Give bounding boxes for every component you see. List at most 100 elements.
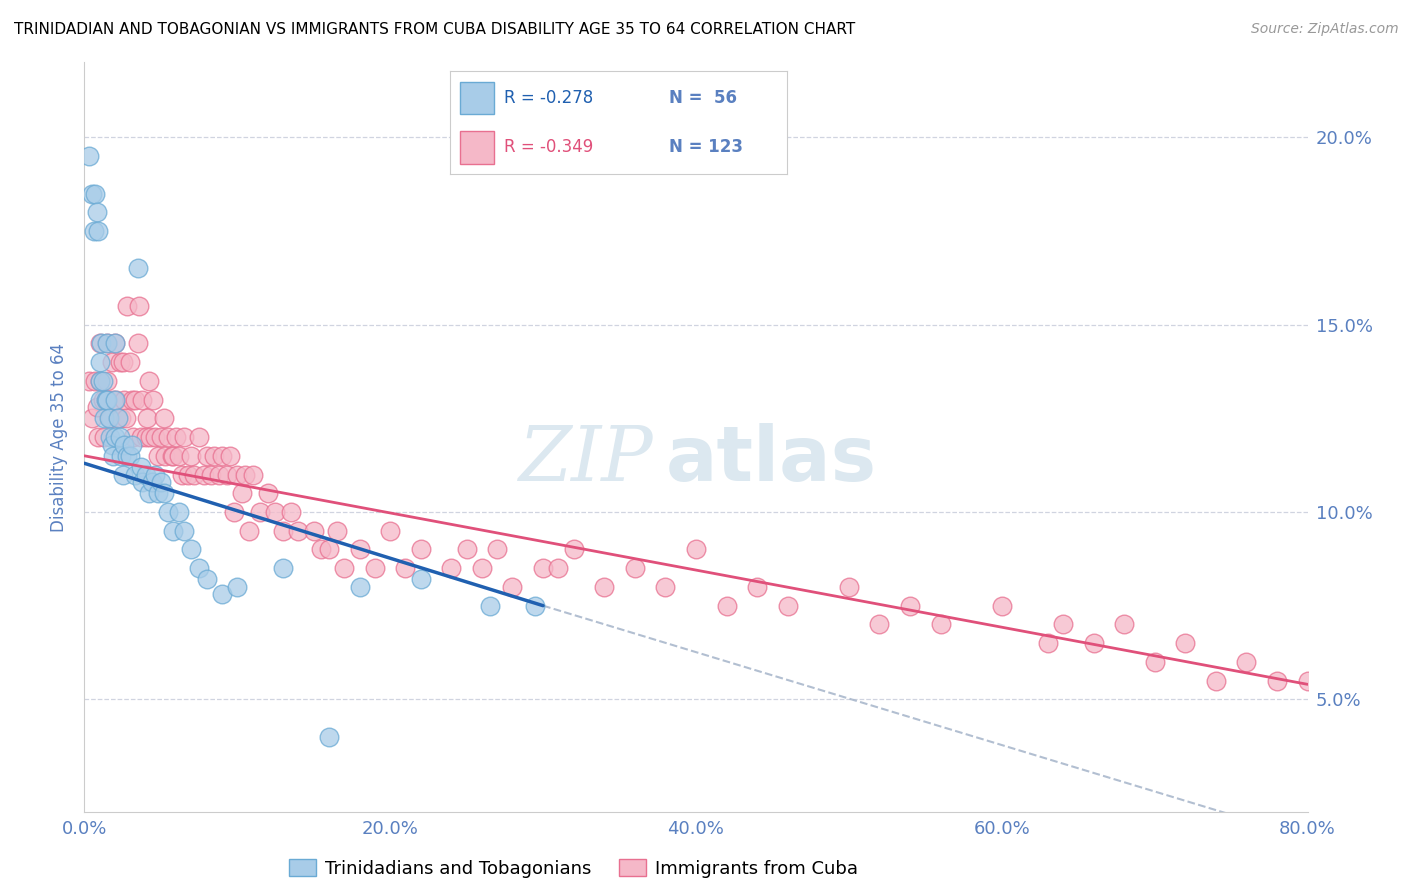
Point <box>157 430 180 444</box>
Point <box>129 460 152 475</box>
Point <box>138 486 160 500</box>
Point <box>135 467 157 482</box>
Point <box>103 392 125 407</box>
Text: N = 123: N = 123 <box>669 138 744 156</box>
Point <box>1327 692 1350 706</box>
Point <box>142 392 165 407</box>
Point <box>107 411 129 425</box>
Point <box>231 486 253 500</box>
Point <box>188 430 211 444</box>
Point <box>776 599 799 613</box>
Point <box>195 449 218 463</box>
Point <box>115 449 138 463</box>
Point <box>129 430 152 444</box>
Point <box>380 524 402 538</box>
Point <box>200 467 222 482</box>
Point <box>440 561 463 575</box>
Point <box>624 561 647 575</box>
Point <box>96 336 118 351</box>
Point <box>1083 636 1105 650</box>
Point <box>364 561 387 575</box>
Point <box>104 336 127 351</box>
Point <box>87 430 110 444</box>
Point <box>97 411 120 425</box>
Point <box>929 617 952 632</box>
Point <box>80 411 103 425</box>
Point <box>146 486 169 500</box>
Point <box>593 580 616 594</box>
Bar <box>460 81 494 114</box>
Point <box>193 467 215 482</box>
Point <box>211 587 233 601</box>
Point <box>208 467 231 482</box>
Point <box>409 573 432 587</box>
Point <box>114 411 136 425</box>
Point <box>105 392 128 407</box>
Point <box>110 449 132 463</box>
Point <box>153 411 176 425</box>
Point <box>87 224 110 238</box>
Point <box>531 561 554 575</box>
Point <box>101 437 124 451</box>
Text: Source: ZipAtlas.com: Source: ZipAtlas.com <box>1251 22 1399 37</box>
Point <box>226 467 249 482</box>
Point <box>111 355 134 369</box>
Point <box>93 430 115 444</box>
Point <box>101 355 124 369</box>
Point <box>1052 617 1074 632</box>
Point <box>91 392 114 407</box>
Point <box>89 336 111 351</box>
Point <box>108 430 131 444</box>
Point <box>93 411 115 425</box>
Point <box>1358 673 1381 688</box>
Point <box>86 205 108 219</box>
Point <box>157 505 180 519</box>
Point <box>162 524 184 538</box>
Point <box>524 599 547 613</box>
Point <box>104 430 127 444</box>
Point <box>127 336 149 351</box>
Point <box>325 524 347 538</box>
Point <box>1296 673 1319 688</box>
Point <box>91 374 114 388</box>
Point <box>318 730 340 744</box>
Point <box>120 355 142 369</box>
Point <box>869 617 891 632</box>
Point <box>349 580 371 594</box>
Point <box>333 561 356 575</box>
Point <box>838 580 860 594</box>
Point <box>280 505 302 519</box>
Point <box>146 449 169 463</box>
Point <box>502 580 524 594</box>
Point <box>111 467 134 482</box>
Point <box>1114 617 1136 632</box>
Point <box>183 467 205 482</box>
Point <box>349 542 371 557</box>
Point <box>121 392 143 407</box>
Point <box>131 392 153 407</box>
Point <box>84 374 107 388</box>
Point <box>104 392 127 407</box>
Point <box>120 449 142 463</box>
Point <box>456 542 478 557</box>
Point <box>188 561 211 575</box>
Point <box>167 505 190 519</box>
Point <box>139 430 162 444</box>
Point <box>486 542 509 557</box>
Point <box>96 374 118 388</box>
Point <box>138 374 160 388</box>
Point <box>311 542 333 557</box>
Point <box>257 486 280 500</box>
Point <box>103 449 125 463</box>
Point <box>83 224 105 238</box>
Text: R = -0.278: R = -0.278 <box>503 89 593 107</box>
Point <box>224 505 246 519</box>
Point <box>112 437 135 451</box>
Point <box>94 392 117 407</box>
Point <box>77 149 100 163</box>
Point <box>128 299 150 313</box>
Point <box>143 430 166 444</box>
Point <box>202 449 225 463</box>
Point <box>471 561 494 575</box>
Point <box>562 542 585 557</box>
